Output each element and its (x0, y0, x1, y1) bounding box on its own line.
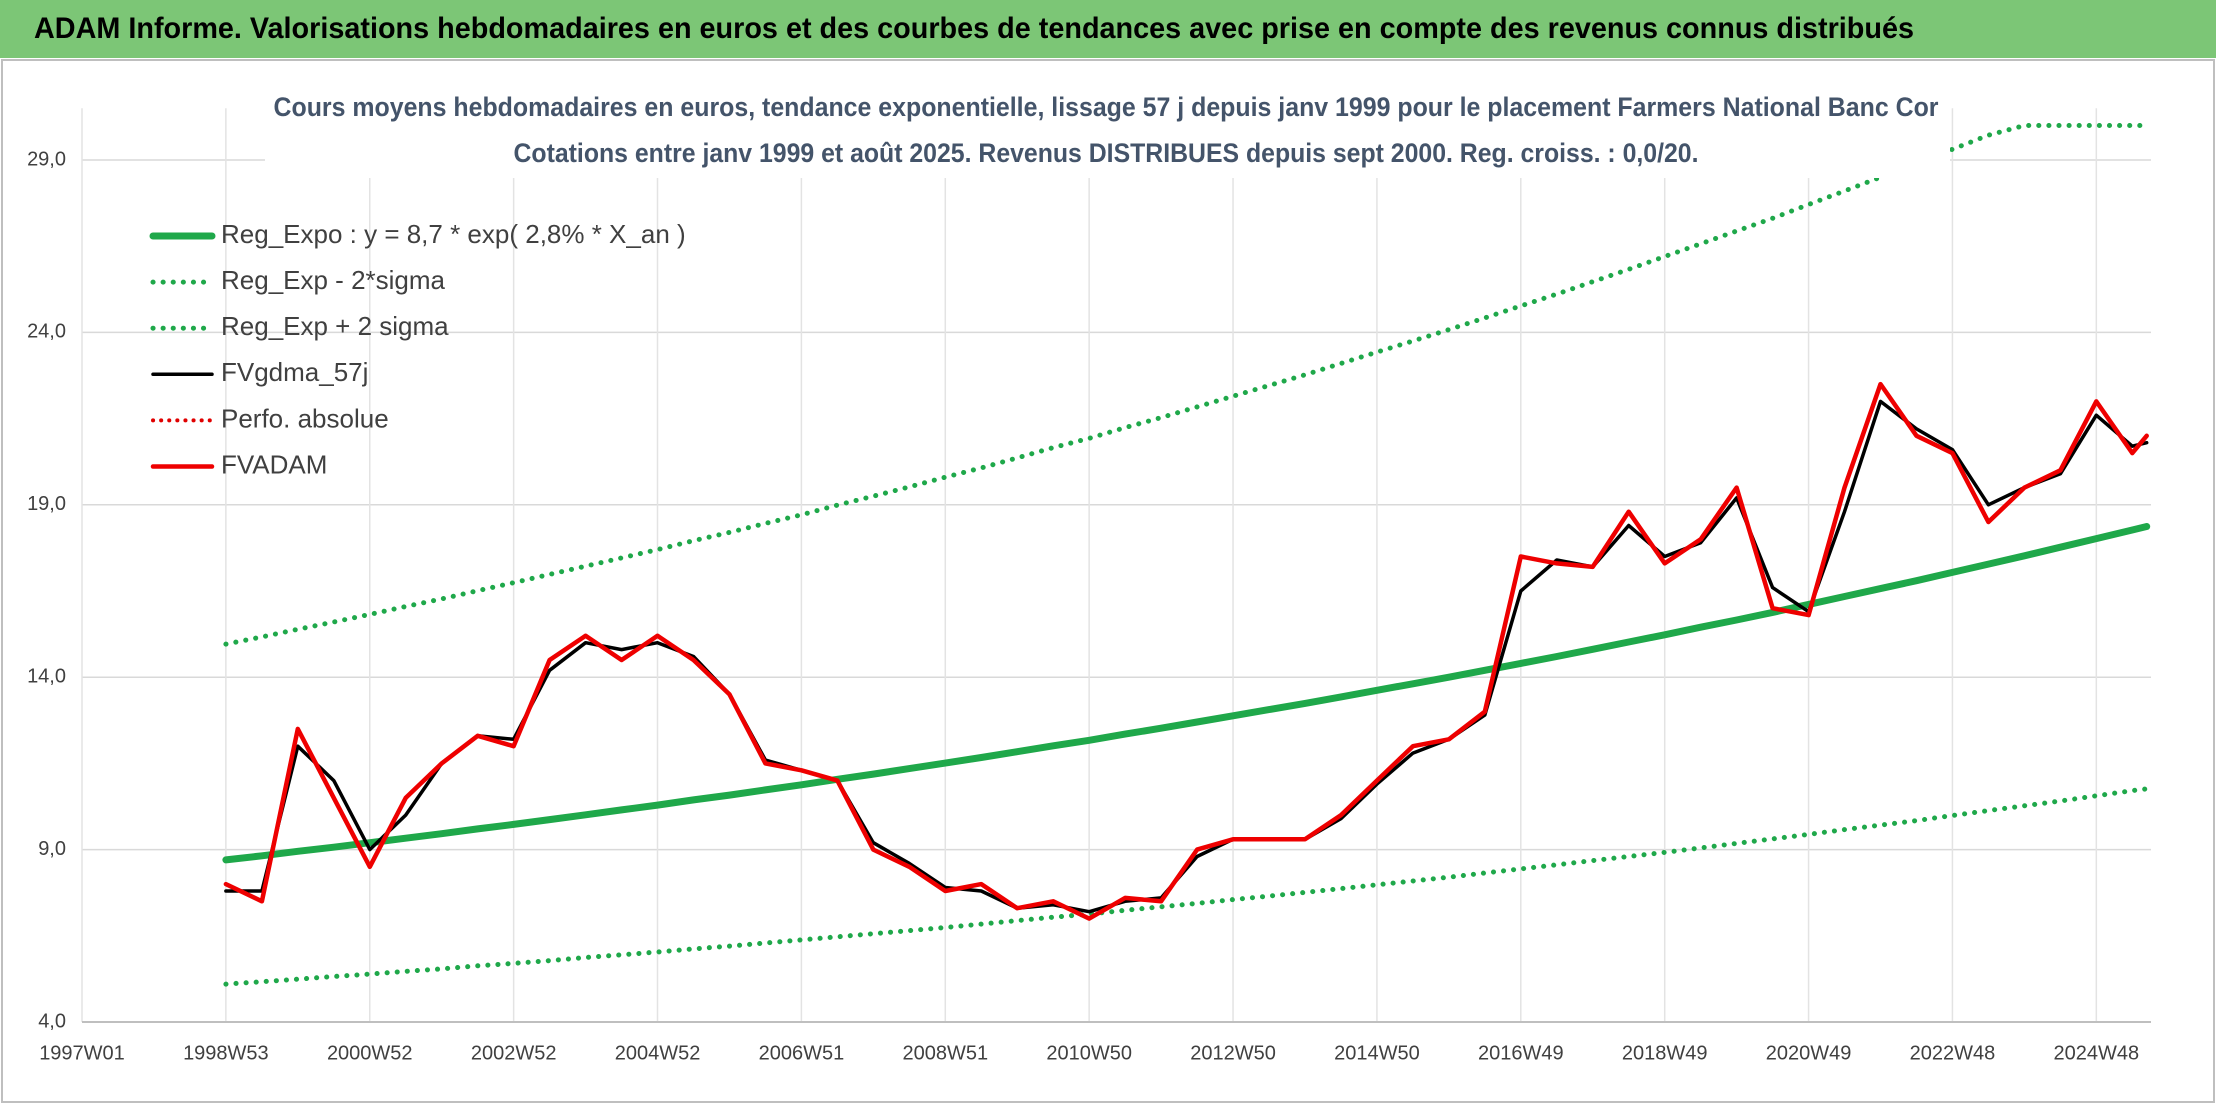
x-tick-label: 2018W49 (1622, 1042, 1708, 1064)
y-tick-label: 24,0 (27, 321, 66, 343)
x-tick-label: 2012W50 (1190, 1042, 1276, 1064)
y-tick-label: 14,0 (27, 665, 66, 687)
series-line (224, 399, 2149, 914)
legend: Reg_Expo : y = 8,7 * exp( 2,8% * X_an ) R… (149, 219, 686, 479)
legend-label: FVgdma_57j (221, 357, 368, 387)
x-tick-label: 2024W48 (2054, 1042, 2140, 1064)
x-tick-label: 2016W49 (1478, 1042, 1564, 1064)
title-background (265, 88, 1950, 178)
y-tick-label: 19,0 (27, 493, 66, 515)
series-line (223, 381, 2149, 921)
y-tick-label: 9,0 (38, 838, 66, 860)
y-tick-label: 29,0 (27, 148, 66, 170)
x-tick-label: 2020W49 (1766, 1042, 1852, 1064)
y-tick-label: 4,0 (38, 1010, 66, 1032)
x-tick-label: 2004W52 (615, 1042, 701, 1064)
series-line (223, 786, 2150, 987)
x-tick-label: 2000W52 (327, 1042, 413, 1064)
plot-area (222, 123, 2151, 987)
header-title: ADAM Informe. Valorisations hebdomadaire… (34, 12, 1914, 45)
chart-title: Cours moyens hebdomadaires en euros, ten… (274, 92, 1939, 122)
legend-label: Reg_Expo : y = 8,7 * exp( 2,8% * X_an ) (221, 219, 686, 249)
header-bar (0, 0, 2216, 58)
legend-label: Perfo. absolue (221, 403, 389, 433)
series-line (222, 523, 2151, 864)
legend-label: Reg_Exp + 2 sigma (221, 311, 449, 341)
x-tick-label: 1997W01 (39, 1042, 125, 1064)
x-tick-label: 2010W50 (1046, 1042, 1132, 1064)
x-tick-label: 2006W51 (759, 1042, 845, 1064)
chart-frame (1, 59, 2215, 1103)
x-tick-label: 2022W48 (1910, 1042, 1996, 1064)
legend-label: FVADAM (221, 449, 327, 479)
series-line (223, 123, 2150, 647)
x-tick-label: 2014W50 (1334, 1042, 1420, 1064)
legend-label: Reg_Exp - 2*sigma (221, 265, 446, 295)
x-tick-label: 2008W51 (902, 1042, 988, 1064)
chart-subtitle: Cotations entre janv 1999 et août 2025. … (514, 138, 1699, 168)
x-tick-label: 1998W53 (183, 1042, 269, 1064)
x-tick-label: 2002W52 (471, 1042, 557, 1064)
